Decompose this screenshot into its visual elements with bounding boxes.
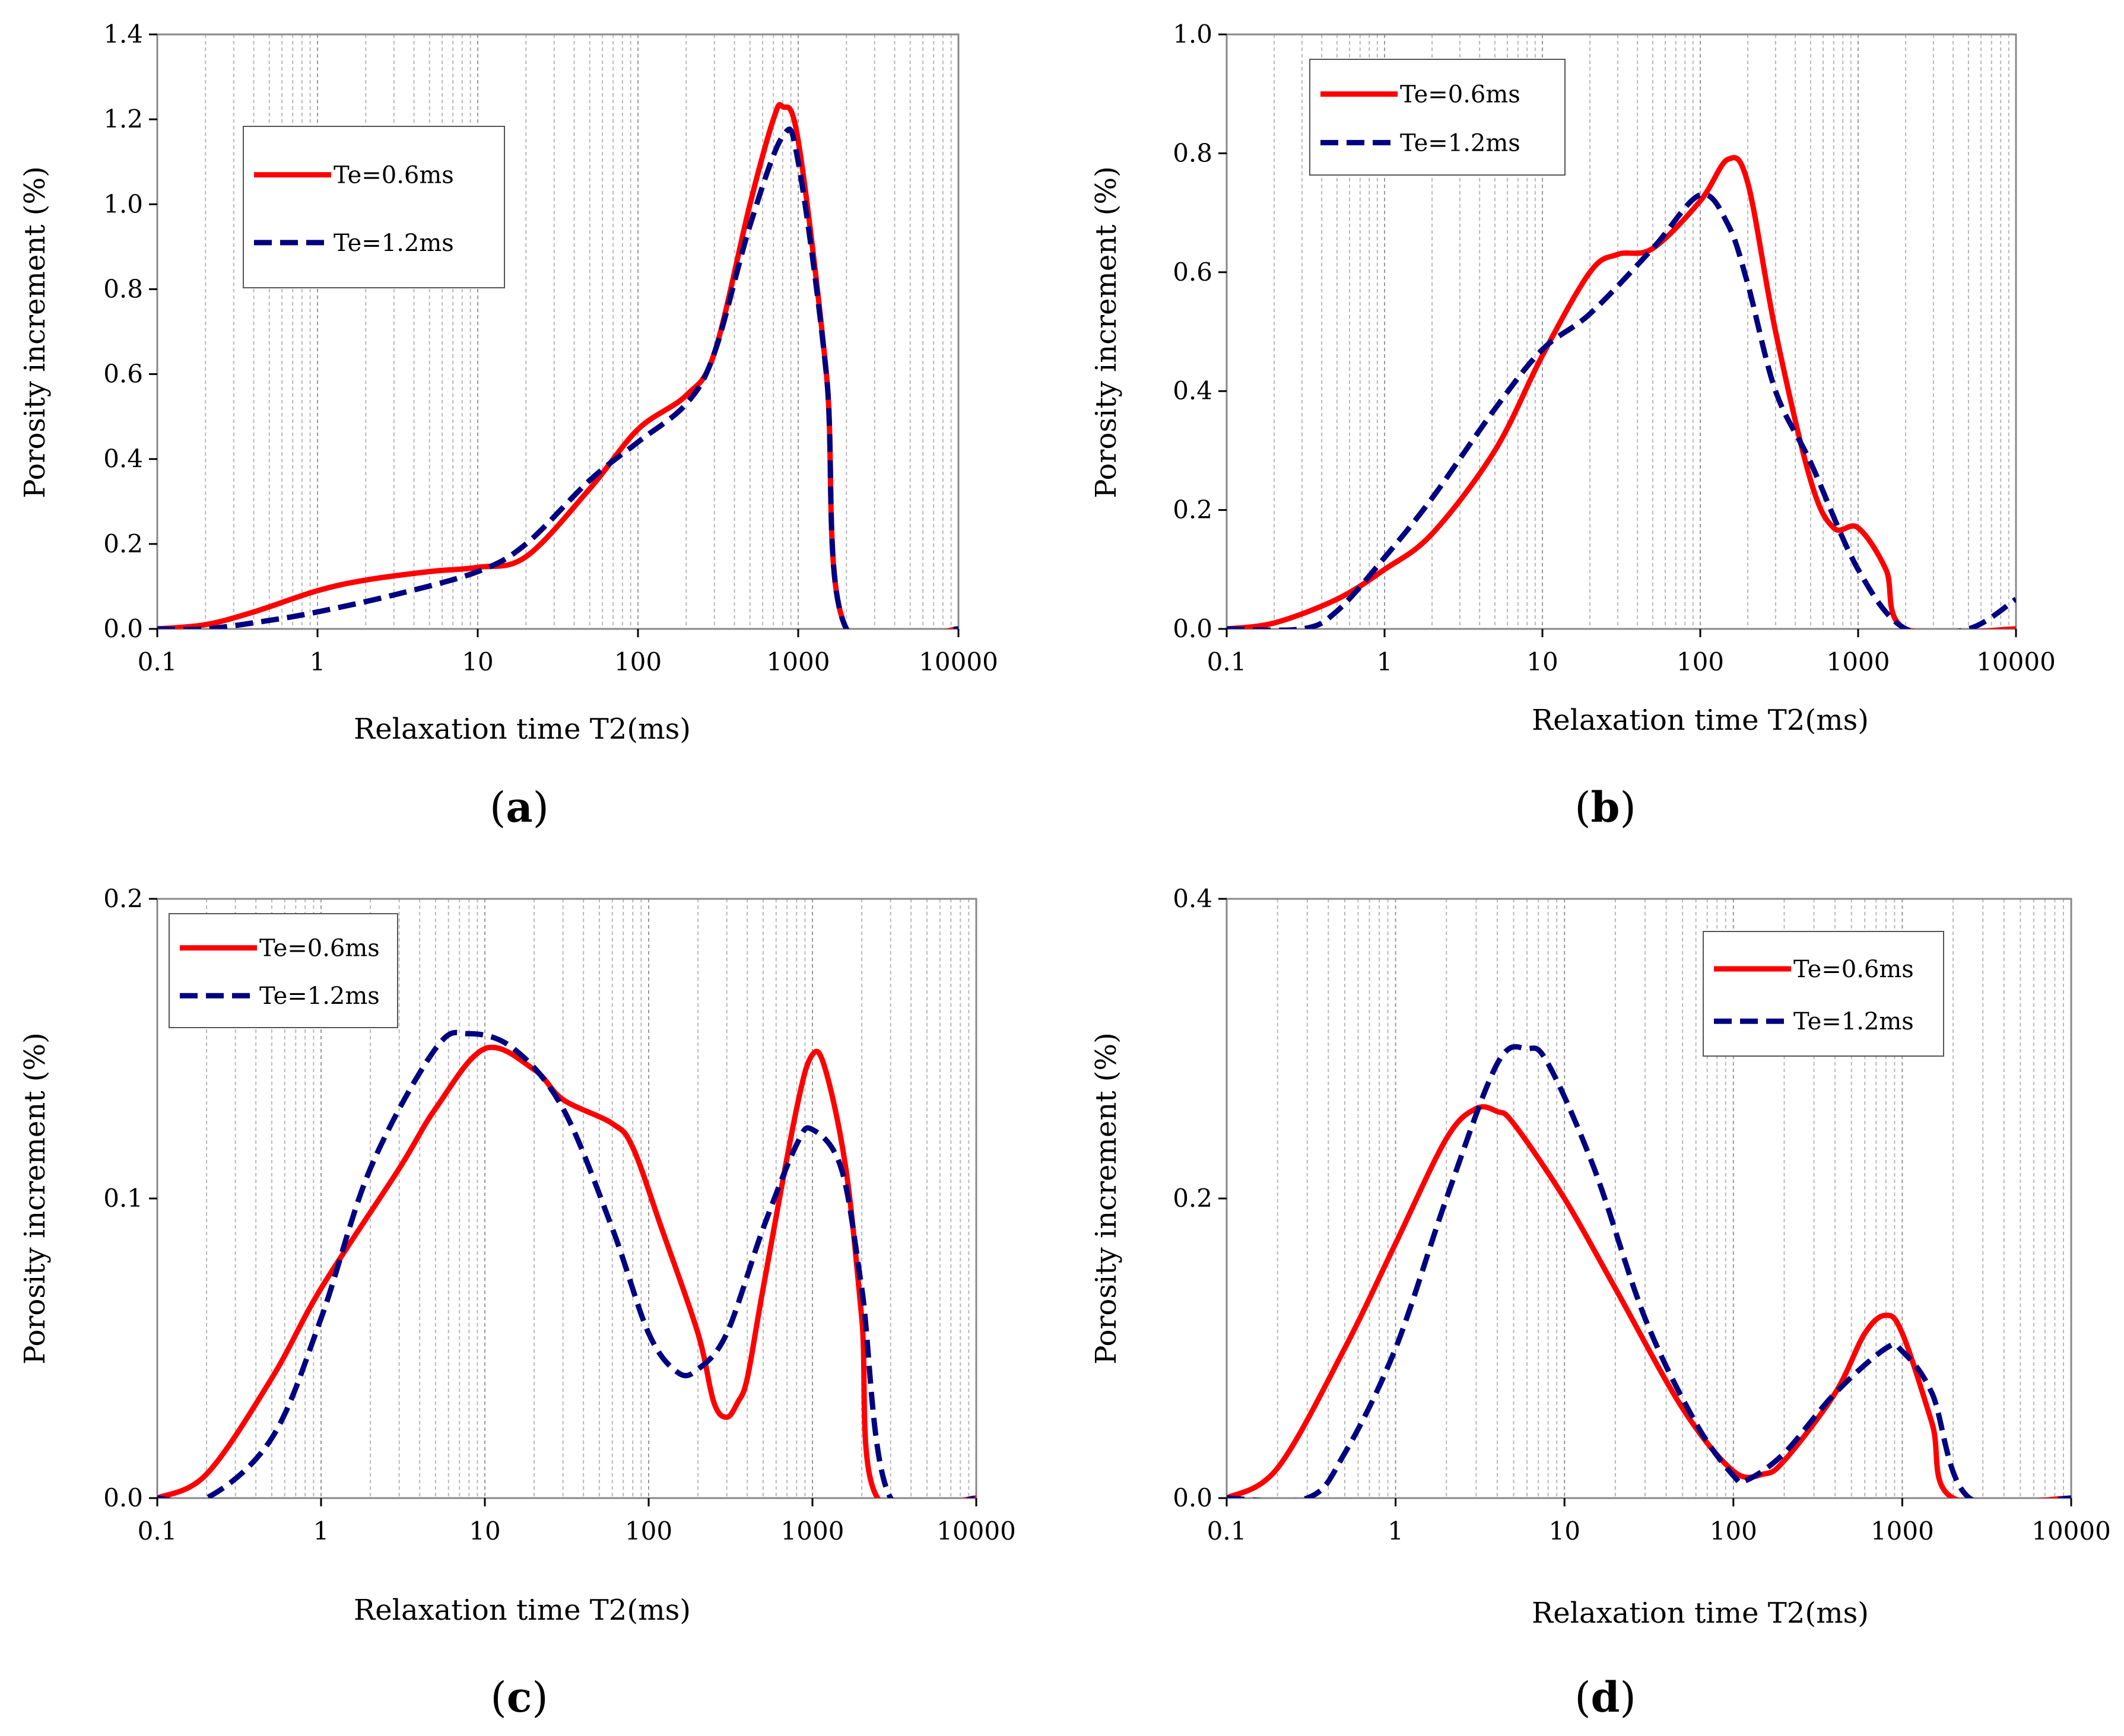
x-axis-label: Relaxation time T2(ms) [354,713,691,746]
chart-panel-c: 0.0 0.1 0.2 0.1 1 10 100 1000 10000 Relaxation ti… [18,884,1016,1722]
y-tick-label: 0.2 [103,884,143,913]
x-tick-label: 10000 [1976,647,2056,676]
x-tick-label: 1000 [781,1516,844,1546]
chart-panel-d: 0.0 0.2 0.4 0.1 1 10 100 1000 10000 Relaxation ti… [1090,884,2111,1722]
series-line-te-0-6ms [1227,1104,2071,1498]
x-tick-label: 100 [614,647,662,676]
legend-entry-label: Te=0.6ms [1400,81,1520,109]
chart-panel-a: 0.0 0.2 0.4 0.6 0.8 1.0 1.2 1.4 0.1 1 10 100 1000 100… [18,20,998,832]
x-tick-label: 1000 [1827,647,1890,676]
series-line-te-1-2ms [1227,1044,2071,1498]
legend-entry-label: Te=1.2ms [259,983,380,1010]
y-tick-label: 0.0 [1173,614,1212,643]
x-tick-label: 0.1 [1207,1516,1247,1546]
legend-box [1703,931,1944,1057]
panel-label: (a) [490,783,549,832]
y-tick-label: 1.0 [1173,20,1212,49]
y-tick-label: 1.0 [103,189,143,218]
y-tick-label: 0.2 [1173,1184,1212,1213]
y-tick-label: 0.0 [103,1483,143,1512]
x-tick-label: 10 [1548,1516,1580,1546]
legend: Te=0.6ms Te=1.2ms [243,126,505,288]
x-tick-label: 100 [1710,1516,1757,1546]
legend-box [243,126,505,288]
legend-entry-label: Te=1.2ms [1793,1008,1914,1035]
legend-entry-label: Te=0.6ms [1793,956,1914,983]
plot-area-frame [1225,33,2017,630]
x-tick-label: 1 [313,1516,329,1546]
plot-area-frame [1225,898,2072,1499]
x-tick-label: 0.1 [138,1516,177,1546]
x-tick-label: 10 [462,647,493,676]
series-line-te-1-2ms [1227,192,2016,629]
x-tick-label: 10000 [919,647,998,676]
x-tick-label: 1 [1377,647,1393,676]
legend-entry-label: Te=1.2ms [1400,129,1520,157]
series-line-te-0-6ms [157,1044,976,1498]
y-tick-label: 0.2 [103,529,143,558]
x-tick-label: 0.1 [1207,647,1247,676]
panel-label: (d) [1574,1673,1636,1722]
chart-panel-b: 0.0 0.2 0.4 0.6 0.8 1.0 0.1 1 10 100 1000 10000 Rela… [1090,20,2056,832]
y-tick-label: 0.1 [103,1184,143,1213]
x-tick-label: 1000 [767,647,830,676]
y-axis-label: Porosity increment (%) [1090,166,1123,498]
x-tick-label: 10 [1526,647,1558,676]
y-tick-label: 0.6 [103,360,143,389]
y-tick-label: 0.6 [1173,257,1212,287]
y-tick-label: 0.0 [103,614,143,643]
legend-box [169,913,398,1028]
series-line-te-1-2ms [157,1029,976,1498]
y-tick-label: 0.8 [103,274,143,303]
x-axis-label: Relaxation time T2(ms) [1532,704,1869,737]
x-tick-label: 100 [1677,647,1724,676]
legend-entry-label: Te=0.6ms [259,935,380,962]
panel-label: (c) [490,1673,548,1722]
x-tick-label: 10 [469,1516,500,1546]
x-tick-label: 10000 [936,1516,1016,1546]
x-tick-label: 1000 [1871,1516,1934,1546]
y-tick-label: 0.4 [103,444,143,473]
y-axis-label: Porosity increment (%) [1090,1032,1123,1365]
x-axis-label: Relaxation time T2(ms) [354,1594,691,1627]
x-axis-label: Relaxation time T2(ms) [1532,1597,1869,1630]
panel-label: (b) [1574,783,1636,832]
y-tick-label: 1.4 [103,20,143,49]
x-tick-label: 1 [1388,1516,1404,1546]
legend: Te=0.6ms Te=1.2ms [169,913,398,1028]
series-line-te-1-2ms [157,126,958,629]
y-tick-label: 0.4 [1173,884,1212,913]
x-tick-label: 1 [310,647,326,676]
legend: Te=0.6ms Te=1.2ms [1703,931,1944,1057]
y-tick-label: 0.2 [1173,495,1212,524]
legend-entry-label: Te=0.6ms [334,162,454,189]
y-axis-label: Porosity increment (%) [18,166,52,498]
legend-entry-label: Te=1.2ms [334,230,454,257]
y-tick-label: 1.2 [103,104,143,133]
legend: Te=0.6ms Te=1.2ms [1309,59,1566,176]
x-tick-label: 10000 [2031,1516,2111,1546]
legend-box [1309,59,1566,176]
y-tick-label: 0.4 [1173,376,1212,405]
x-tick-label: 100 [625,1516,672,1546]
y-tick-label: 0.8 [1173,138,1212,167]
x-tick-label: 0.1 [138,647,177,676]
y-tick-label: 0.0 [1173,1483,1212,1512]
plot-area-frame [156,33,960,630]
y-axis-label: Porosity increment (%) [18,1032,52,1365]
series-line-te-0-6ms [1227,155,2016,629]
